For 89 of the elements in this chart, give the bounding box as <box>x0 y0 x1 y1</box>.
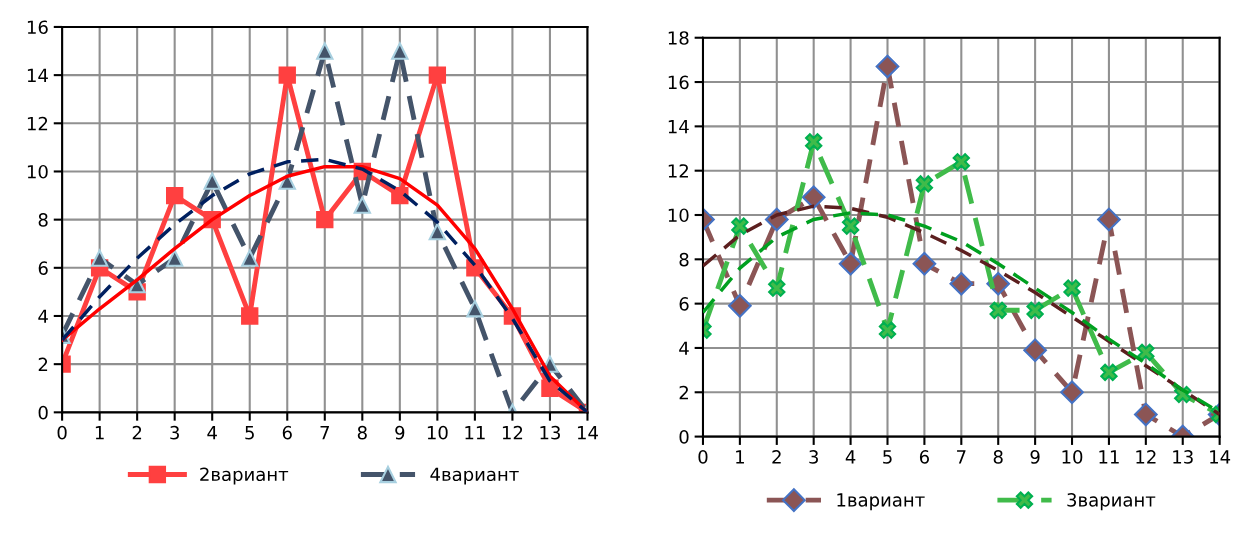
point <box>241 307 259 325</box>
y-tick-label: 6 <box>38 261 48 275</box>
point <box>90 249 109 267</box>
point <box>915 175 934 193</box>
point <box>353 196 371 214</box>
x-tick-label: 14 <box>577 426 598 440</box>
point <box>241 249 259 267</box>
legend-label: 3вариант <box>1067 493 1156 511</box>
point <box>1097 207 1121 232</box>
x-tick-label: 5 <box>883 450 892 464</box>
point <box>166 249 184 267</box>
x-tick-label: 7 <box>320 426 329 440</box>
y-tick-label: 2 <box>679 385 688 400</box>
y-tick-label: 10 <box>668 208 689 223</box>
x-tick-label: 6 <box>919 450 930 464</box>
y-tick-label: 14 <box>668 120 689 134</box>
x-tick-label: 11 <box>1099 450 1119 464</box>
x-tick-label: 10 <box>427 425 448 440</box>
x-tick-label: 0 <box>698 450 708 464</box>
point <box>1063 279 1081 297</box>
x-tick-label: 4 <box>207 426 217 440</box>
y-tick-label: 6 <box>679 297 689 311</box>
x-tick-label: 11 <box>465 426 485 440</box>
y-tick-label: 18 <box>668 31 689 45</box>
legend-label: 1вариант <box>837 493 925 511</box>
x-tick-label: 13 <box>1173 450 1193 464</box>
x-tick-label: 1 <box>736 450 744 464</box>
y-tick-label: 8 <box>679 252 689 267</box>
point <box>428 223 447 241</box>
point <box>841 217 860 235</box>
y-tick-label: 2 <box>38 357 48 372</box>
y-tick-label: 10 <box>27 164 48 179</box>
y-tick-label: 4 <box>38 309 48 323</box>
y-tick-label: 12 <box>668 164 688 178</box>
point <box>1100 363 1118 382</box>
x-tick-label: 9 <box>1030 450 1040 464</box>
legend-label: 4вариант <box>430 467 519 485</box>
x-tick-label: 9 <box>395 425 405 440</box>
point <box>728 294 752 318</box>
x-tick-label: 10 <box>1062 450 1083 464</box>
point <box>952 153 970 171</box>
x-tick-label: 6 <box>282 425 292 440</box>
x-tick-label: 5 <box>245 426 254 440</box>
x-tick-label: 3 <box>170 425 179 440</box>
x-tick-label: 13 <box>540 425 560 440</box>
point <box>1060 380 1084 405</box>
point <box>989 301 1007 319</box>
x-tick-label: 12 <box>502 425 523 440</box>
x-tick-label: 2 <box>132 425 142 440</box>
point <box>731 217 749 235</box>
x-tick-label: 14 <box>1210 450 1231 464</box>
y-tick-label: 12 <box>27 116 48 131</box>
point <box>391 42 409 60</box>
x-tick-label: 2 <box>772 450 781 464</box>
x-tick-label: 1 <box>95 426 104 440</box>
point <box>875 54 900 79</box>
point <box>166 186 184 205</box>
x-tick-label: 0 <box>57 425 67 440</box>
point <box>1133 402 1158 427</box>
x-tick-label: 4 <box>845 450 856 464</box>
point <box>1137 343 1155 362</box>
point <box>801 185 826 210</box>
y-tick-label: 14 <box>27 68 48 82</box>
point <box>203 172 221 190</box>
y-tick-label: 16 <box>668 75 689 90</box>
point <box>949 271 974 296</box>
point <box>1023 338 1047 363</box>
y-tick-label: 4 <box>679 341 689 355</box>
y-tick-label: 8 <box>38 213 48 227</box>
x-tick-label: 8 <box>357 425 367 440</box>
point <box>541 379 559 397</box>
legend-label: 2вариант <box>200 467 289 485</box>
x-tick-label: 12 <box>1136 450 1156 464</box>
point <box>912 251 937 276</box>
x-tick-label: 7 <box>957 450 966 464</box>
point <box>278 66 296 84</box>
point <box>878 321 897 339</box>
x-tick-label: 3 <box>809 450 818 464</box>
point <box>316 42 334 60</box>
point <box>428 66 447 84</box>
x-tick-label: 8 <box>993 450 1003 464</box>
y-tick-label: 16 <box>27 20 48 35</box>
y-tick-label: 0 <box>38 405 48 420</box>
point <box>805 133 823 151</box>
point <box>838 251 863 276</box>
point <box>768 279 786 297</box>
point <box>466 300 484 318</box>
point <box>316 210 334 229</box>
point <box>1026 301 1044 319</box>
